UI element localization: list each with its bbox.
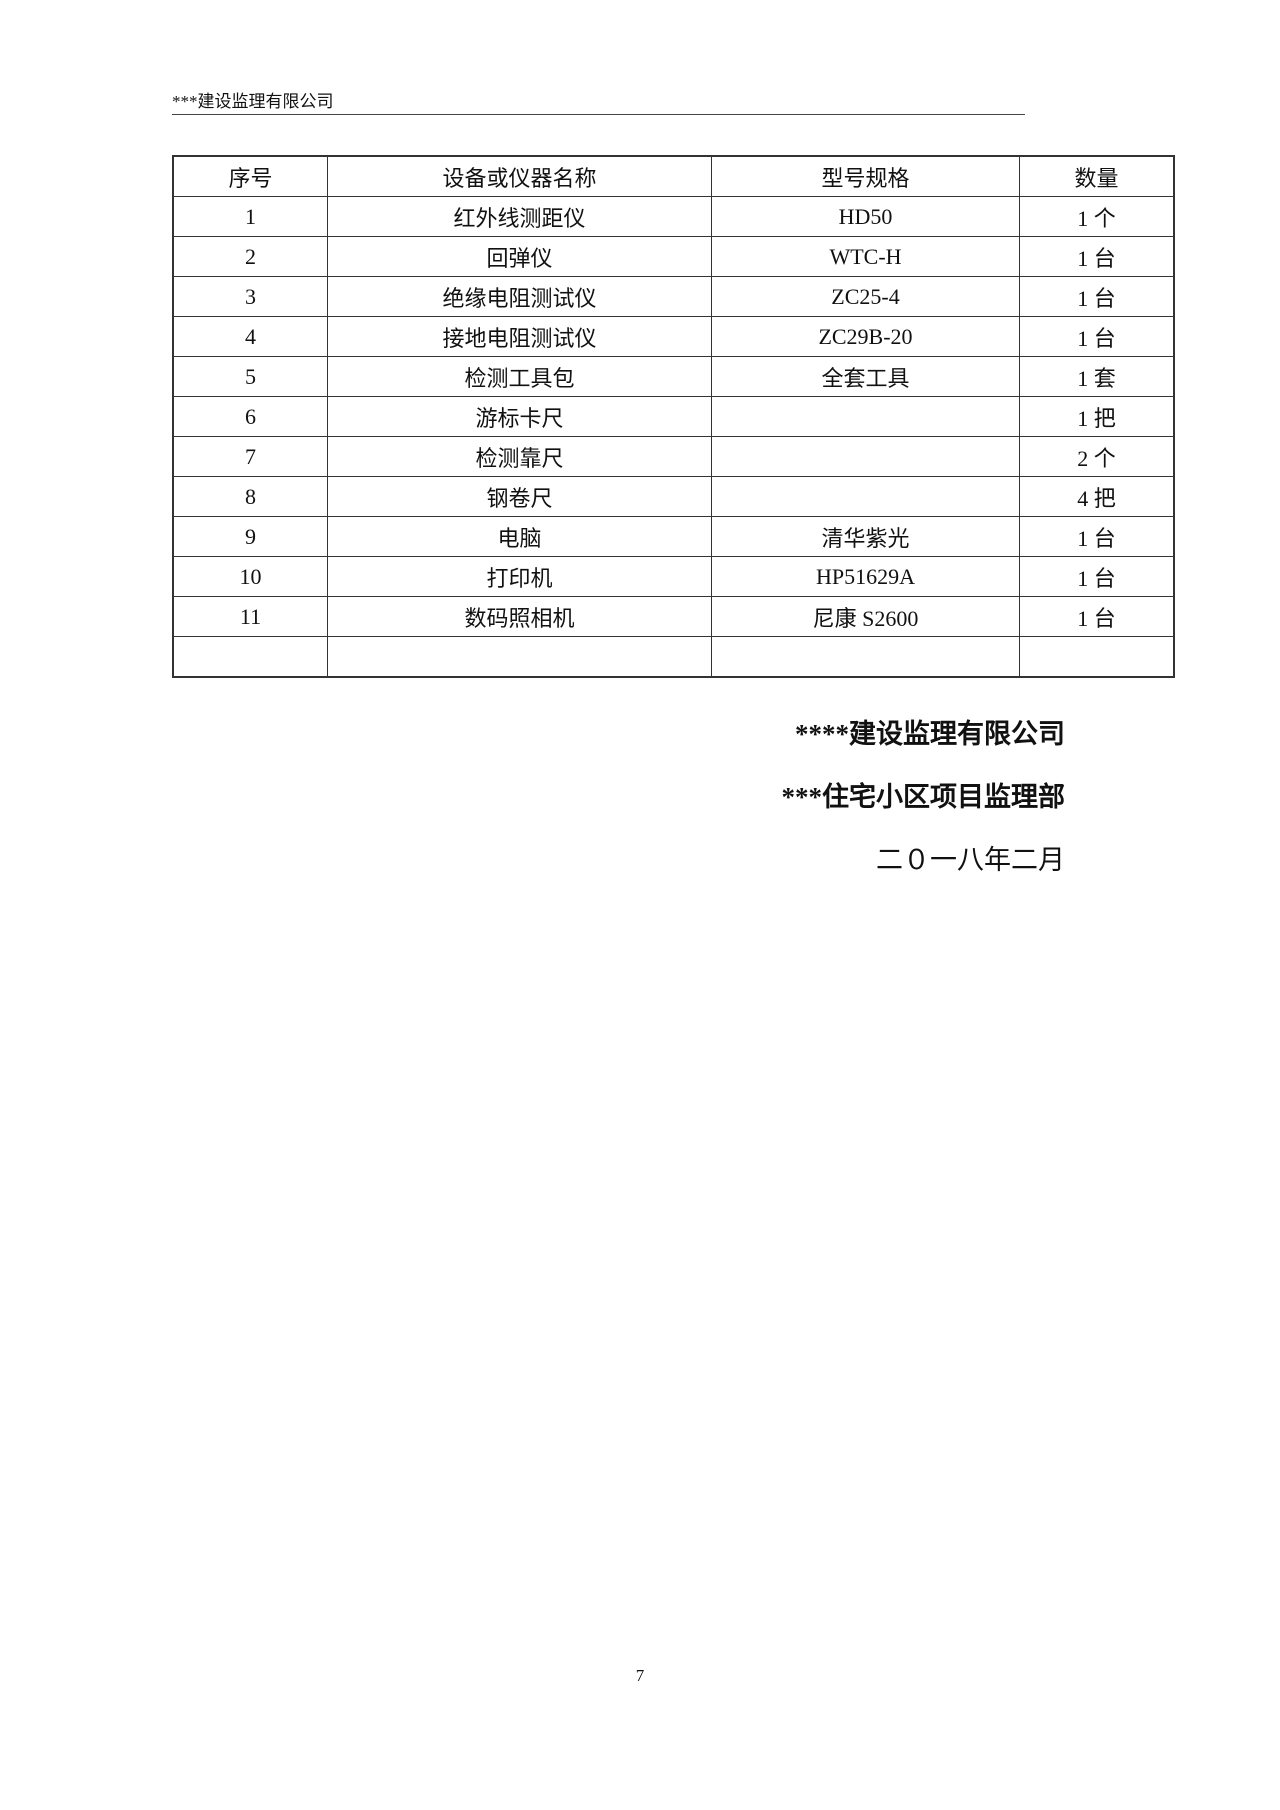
page-header: ***建设监理有限公司 (172, 92, 1025, 115)
table-cell: 红外线测距仪 (327, 196, 712, 237)
table-row: 9 电脑 清华紫光 1 台 (172, 516, 1175, 557)
table-cell: 1 台 (1019, 556, 1175, 597)
table-cell: 2 (172, 236, 328, 277)
table-cell: 1 台 (1019, 236, 1175, 277)
table-row: 7 检测靠尺 2 个 (172, 436, 1175, 477)
table-cell: 9 (172, 516, 328, 557)
table-cell (327, 636, 712, 678)
table-cell: 3 (172, 276, 328, 317)
table-cell: 1 把 (1019, 396, 1175, 437)
table-row: 3 绝缘电阻测试仪 ZC25-4 1 台 (172, 276, 1175, 317)
table-row: 4 接地电阻测试仪 ZC29B-20 1 台 (172, 316, 1175, 357)
table-cell: 检测工具包 (327, 356, 712, 397)
table-cell: 电脑 (327, 516, 712, 557)
table-cell: 回弹仪 (327, 236, 712, 277)
table-cell: 1 台 (1019, 316, 1175, 357)
table-row (172, 636, 1175, 678)
table-cell: 4 把 (1019, 476, 1175, 517)
signature-company: ****建设监理有限公司 (795, 719, 1065, 749)
table-cell (711, 436, 1020, 477)
signature-date: 二０一八年二月 (876, 845, 1065, 875)
table-row: 6 游标卡尺 1 把 (172, 396, 1175, 437)
table-cell: ZC25-4 (711, 276, 1020, 317)
column-header: 序号 (172, 155, 328, 197)
table-row: 11 数码照相机 尼康 S2600 1 台 (172, 596, 1175, 637)
table-cell: 1 台 (1019, 516, 1175, 557)
column-header: 设备或仪器名称 (327, 155, 712, 197)
table-cell: 钢卷尺 (327, 476, 712, 517)
signature-department: ***住宅小区项目监理部 (781, 782, 1066, 812)
table-row: 10 打印机 HP51629A 1 台 (172, 556, 1175, 597)
table-cell: 11 (172, 596, 328, 637)
table-cell (1019, 636, 1175, 678)
page-number: 7 (635, 1666, 645, 1685)
table-row: 5 检测工具包 全套工具 1 套 (172, 356, 1175, 397)
table-row: 1 红外线测距仪 HD50 1 个 (172, 196, 1175, 237)
table-header-row: 序号 设备或仪器名称 型号规格 数量 (172, 155, 1175, 197)
table-cell: 绝缘电阻测试仪 (327, 276, 712, 317)
table-cell (172, 636, 328, 678)
table-cell: 尼康 S2600 (711, 596, 1020, 637)
table-cell: 1 台 (1019, 596, 1175, 637)
table-cell: 4 (172, 316, 328, 357)
table-cell: 10 (172, 556, 328, 597)
table-cell: 1 (172, 196, 328, 237)
table-cell: WTC-H (711, 236, 1020, 277)
table-cell: 接地电阻测试仪 (327, 316, 712, 357)
table-cell: 打印机 (327, 556, 712, 597)
equipment-table: 序号 设备或仪器名称 型号规格 数量 1 红外线测距仪 HD50 1 个 2 回弹仪 WTC-H 1… (172, 155, 1175, 678)
table-cell (711, 636, 1020, 678)
table-cell (711, 396, 1020, 437)
table-cell: HP51629A (711, 556, 1020, 597)
column-header: 数量 (1019, 155, 1175, 197)
table-cell (711, 476, 1020, 517)
table-cell: 8 (172, 476, 328, 517)
table-cell: 1 台 (1019, 276, 1175, 317)
table-cell: 6 (172, 396, 328, 437)
table-cell: 7 (172, 436, 328, 477)
table-row: 8 钢卷尺 4 把 (172, 476, 1175, 517)
table-cell: 1 个 (1019, 196, 1175, 237)
table-cell: 游标卡尺 (327, 396, 712, 437)
table-cell: 1 套 (1019, 356, 1175, 397)
table-cell: 清华紫光 (711, 516, 1020, 557)
table-cell: 全套工具 (711, 356, 1020, 397)
table-cell: 2 个 (1019, 436, 1175, 477)
table-cell: 检测靠尺 (327, 436, 712, 477)
column-header: 型号规格 (711, 155, 1020, 197)
table-cell: HD50 (711, 196, 1020, 237)
table-cell: ZC29B-20 (711, 316, 1020, 357)
table-row: 2 回弹仪 WTC-H 1 台 (172, 236, 1175, 277)
table-cell: 数码照相机 (327, 596, 712, 637)
table-cell: 5 (172, 356, 328, 397)
